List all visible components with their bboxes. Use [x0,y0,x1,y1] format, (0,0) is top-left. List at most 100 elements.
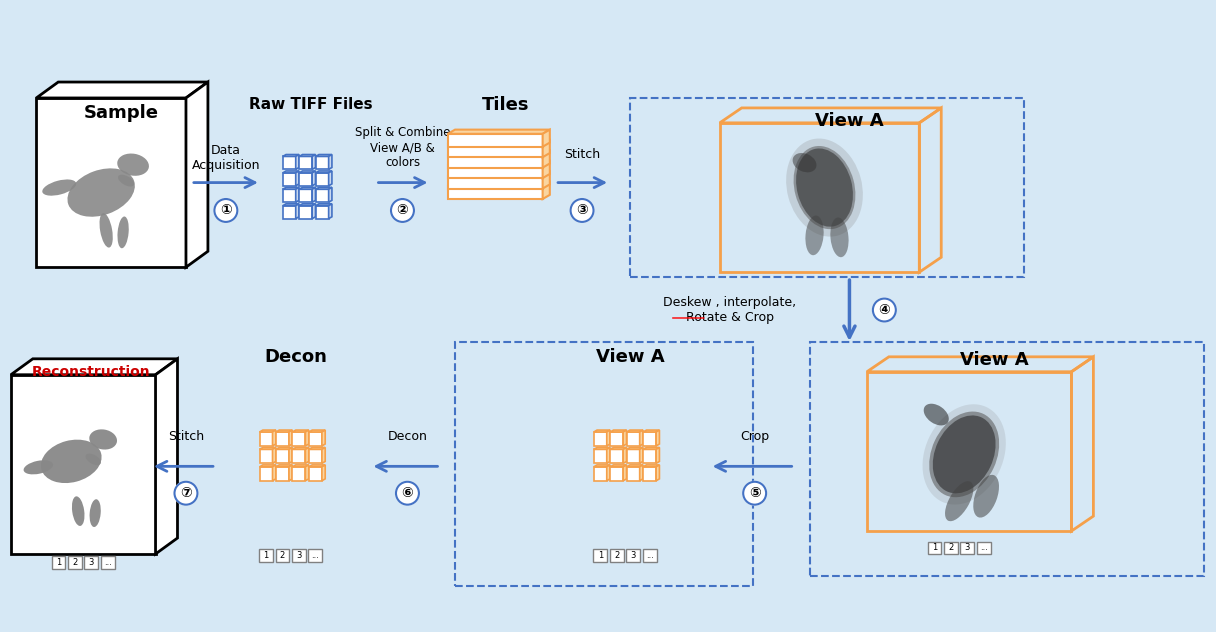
Ellipse shape [923,404,1006,504]
Polygon shape [283,171,299,173]
Polygon shape [657,465,659,481]
Polygon shape [593,432,607,446]
Text: Stitch: Stitch [564,149,601,161]
Ellipse shape [90,499,101,527]
Text: 1: 1 [597,552,603,561]
Text: ②: ② [396,204,409,217]
Polygon shape [626,449,640,463]
FancyBboxPatch shape [928,542,941,554]
Polygon shape [316,190,328,202]
Ellipse shape [117,154,148,176]
Polygon shape [283,190,295,202]
Polygon shape [607,430,610,446]
Polygon shape [316,204,332,206]
Polygon shape [259,449,272,463]
Polygon shape [309,447,325,449]
Polygon shape [593,467,607,481]
Polygon shape [36,98,186,267]
Text: Crop: Crop [741,430,770,443]
Polygon shape [11,375,156,554]
Circle shape [743,482,766,505]
Polygon shape [593,449,607,463]
Polygon shape [299,155,315,157]
Polygon shape [289,465,292,481]
Ellipse shape [118,217,129,248]
Polygon shape [610,465,626,467]
Polygon shape [607,465,610,481]
FancyBboxPatch shape [101,556,114,569]
Polygon shape [447,130,550,134]
Polygon shape [272,465,276,481]
Polygon shape [305,430,309,446]
Polygon shape [624,465,626,481]
Circle shape [570,199,593,222]
FancyBboxPatch shape [292,549,306,562]
Ellipse shape [41,440,102,483]
Text: Tiles: Tiles [482,96,529,114]
Polygon shape [313,204,315,219]
Polygon shape [643,430,659,432]
Text: 1: 1 [56,559,61,568]
Ellipse shape [786,138,863,236]
Polygon shape [309,449,322,463]
Polygon shape [316,171,332,173]
Polygon shape [447,155,542,167]
Polygon shape [283,155,299,157]
Polygon shape [276,467,289,481]
Text: Decon: Decon [264,348,327,366]
Circle shape [396,482,420,505]
Polygon shape [542,130,550,147]
Polygon shape [299,206,313,219]
FancyBboxPatch shape [84,556,98,569]
Polygon shape [11,359,178,375]
Polygon shape [542,161,550,178]
Polygon shape [295,155,299,169]
Polygon shape [156,359,178,554]
Ellipse shape [793,153,816,173]
Polygon shape [289,430,292,446]
Polygon shape [283,206,295,219]
Ellipse shape [67,168,135,217]
Ellipse shape [85,454,101,465]
Polygon shape [610,449,624,463]
Polygon shape [322,465,325,481]
Polygon shape [447,144,542,157]
Polygon shape [593,430,610,432]
Polygon shape [293,467,305,481]
Polygon shape [295,171,299,186]
Polygon shape [36,82,208,98]
Polygon shape [276,465,292,467]
Text: Decon: Decon [388,430,427,443]
Polygon shape [313,188,315,202]
Polygon shape [276,430,292,432]
Circle shape [873,298,896,322]
Polygon shape [299,204,315,206]
Text: 3: 3 [297,552,302,561]
Text: View A: View A [815,112,884,130]
Text: Stitch: Stitch [168,430,204,443]
Circle shape [392,199,413,222]
Polygon shape [624,430,626,446]
Polygon shape [186,82,208,267]
FancyBboxPatch shape [51,556,66,569]
Polygon shape [293,447,309,449]
Polygon shape [328,188,332,202]
Polygon shape [542,150,550,167]
Polygon shape [293,430,309,432]
Polygon shape [322,447,325,463]
Polygon shape [643,467,657,481]
Text: Sample: Sample [84,104,158,122]
Polygon shape [610,432,624,446]
Polygon shape [447,176,542,188]
Polygon shape [316,206,328,219]
Circle shape [214,199,237,222]
Text: ...: ... [103,559,112,568]
Polygon shape [322,430,325,446]
Polygon shape [309,467,322,481]
Polygon shape [293,465,309,467]
Ellipse shape [973,475,1000,518]
Polygon shape [305,465,309,481]
Polygon shape [299,171,315,173]
Polygon shape [610,447,626,449]
Polygon shape [626,465,643,467]
